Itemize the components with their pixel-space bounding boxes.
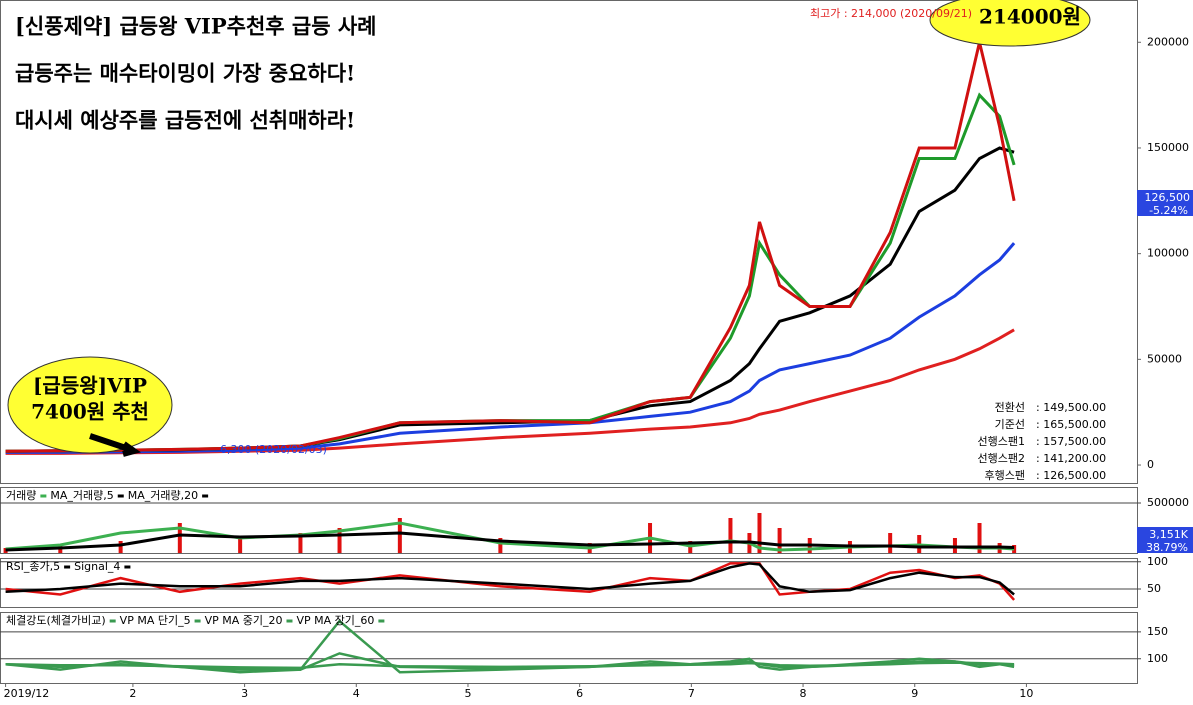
series-line	[5, 531, 1015, 552]
legend-label: RSI_종가,5	[6, 560, 60, 573]
panel-frame	[0, 487, 1138, 554]
peak-text: 214000원	[979, 5, 1081, 29]
volume-bar	[337, 528, 342, 553]
volume-ratio: 38.79%	[1146, 541, 1188, 554]
vip-bubble	[7, 356, 173, 454]
info-value: : 165,500.00	[1036, 418, 1106, 431]
info-label: 전환선	[995, 401, 1025, 414]
legend-label: 거래량	[6, 489, 36, 502]
arrow	[89, 433, 141, 457]
legend-swatch	[117, 494, 124, 498]
legend-swatch	[378, 619, 385, 623]
headline: [신풍제약] 급등왕 VIP추천후 급등 사례	[15, 14, 377, 39]
info-label: 선행스팬2	[978, 452, 1025, 465]
volume-now: 3,151K	[1149, 528, 1188, 541]
panel-frame	[0, 558, 1138, 608]
legend-label: MA_거래량,20	[128, 489, 198, 502]
headline: 대시세 예상주를 급등전에 선취매하라!	[15, 108, 355, 133]
series-line	[5, 562, 1016, 601]
series-line	[5, 661, 1015, 670]
volume-bar	[397, 518, 402, 553]
legend-label: MA_거래량,5	[50, 489, 113, 502]
legend-swatch	[64, 565, 71, 569]
vip-text: [급등왕]VIP	[33, 374, 147, 398]
legend-swatch	[202, 494, 209, 498]
volume-bar	[238, 538, 243, 553]
y-tick-label: 100	[1147, 652, 1168, 665]
info-label: 선행스팬1	[978, 435, 1025, 448]
price-box	[1137, 190, 1193, 216]
panel-frame	[0, 0, 1138, 484]
current-price: 126,500	[1145, 191, 1191, 204]
volume-bar	[177, 523, 182, 553]
volume-bar	[777, 528, 782, 553]
x-tick-label: 9	[911, 687, 918, 700]
panel-frame	[0, 612, 1138, 684]
y-tick-label: 50	[1147, 582, 1161, 595]
info-label: 후행스팬	[985, 469, 1025, 482]
low-note: 6,300 (2020/02/03)	[220, 443, 327, 456]
x-tick-label: 4	[353, 687, 360, 700]
volume-bar	[888, 533, 893, 553]
y-tick-label: 150	[1147, 625, 1168, 638]
volume-bar	[1012, 545, 1017, 553]
volume-bar	[118, 541, 123, 553]
peak-bubble	[929, 0, 1091, 47]
legend-swatch	[40, 494, 47, 498]
legend-swatch	[194, 619, 201, 623]
series-line	[5, 242, 1016, 454]
legend-label: VP MA 장기_60	[296, 614, 374, 627]
legend-swatch	[286, 619, 293, 623]
y-tick-label: 200000	[1147, 35, 1189, 48]
series-line	[5, 562, 1015, 596]
legend-label: VP MA 단기_5	[120, 614, 191, 627]
x-tick-label: 2	[129, 687, 136, 700]
y-tick-label: 100	[1147, 555, 1168, 568]
y-tick-label: 0	[1147, 458, 1154, 471]
x-tick-label: 3	[241, 687, 248, 700]
info-value: : 157,500.00	[1036, 435, 1106, 448]
info-label: 기준선	[995, 418, 1025, 431]
y-tick-label: 150000	[1147, 141, 1189, 154]
headline: 급등주는 매수타이밍이 가장 중요하다!	[15, 61, 355, 86]
info-value: : 126,500.00	[1036, 469, 1106, 482]
series-line	[5, 41, 1016, 453]
legend-swatch	[124, 565, 131, 569]
high-note: 최고가 : 214,000 (2020/09/21)	[810, 7, 972, 20]
x-tick-label: 10	[1019, 687, 1033, 700]
current-change: -5.24%	[1149, 204, 1188, 217]
volume-bar	[298, 533, 303, 553]
volume-bar	[3, 548, 8, 553]
volume-bar	[728, 518, 733, 553]
volume-bar	[498, 538, 503, 553]
legend-swatch	[109, 619, 116, 623]
legend-label: VP MA 중기_20	[205, 614, 283, 627]
x-tick-label: 6	[576, 687, 583, 700]
y-tick-label: 500000	[1147, 496, 1189, 509]
vip-text: 7400원 추천	[31, 400, 149, 424]
x-tick-label: 5	[464, 687, 471, 700]
info-value: : 149,500.00	[1036, 401, 1106, 414]
volume-bar	[977, 523, 982, 553]
info-value: : 141,200.00	[1036, 452, 1106, 465]
panel-title: 체결강도(체결가비교)	[6, 614, 106, 627]
x-tick-label: 7	[688, 687, 695, 700]
x-tick-label: 8	[800, 687, 807, 700]
y-tick-label: 50000	[1147, 352, 1182, 365]
volume-bar	[757, 513, 762, 553]
x-tick-label: 2019/12	[4, 687, 50, 700]
legend-label: Signal_4	[74, 560, 120, 573]
volume-box	[1137, 527, 1193, 553]
y-tick-label: 100000	[1147, 247, 1189, 260]
